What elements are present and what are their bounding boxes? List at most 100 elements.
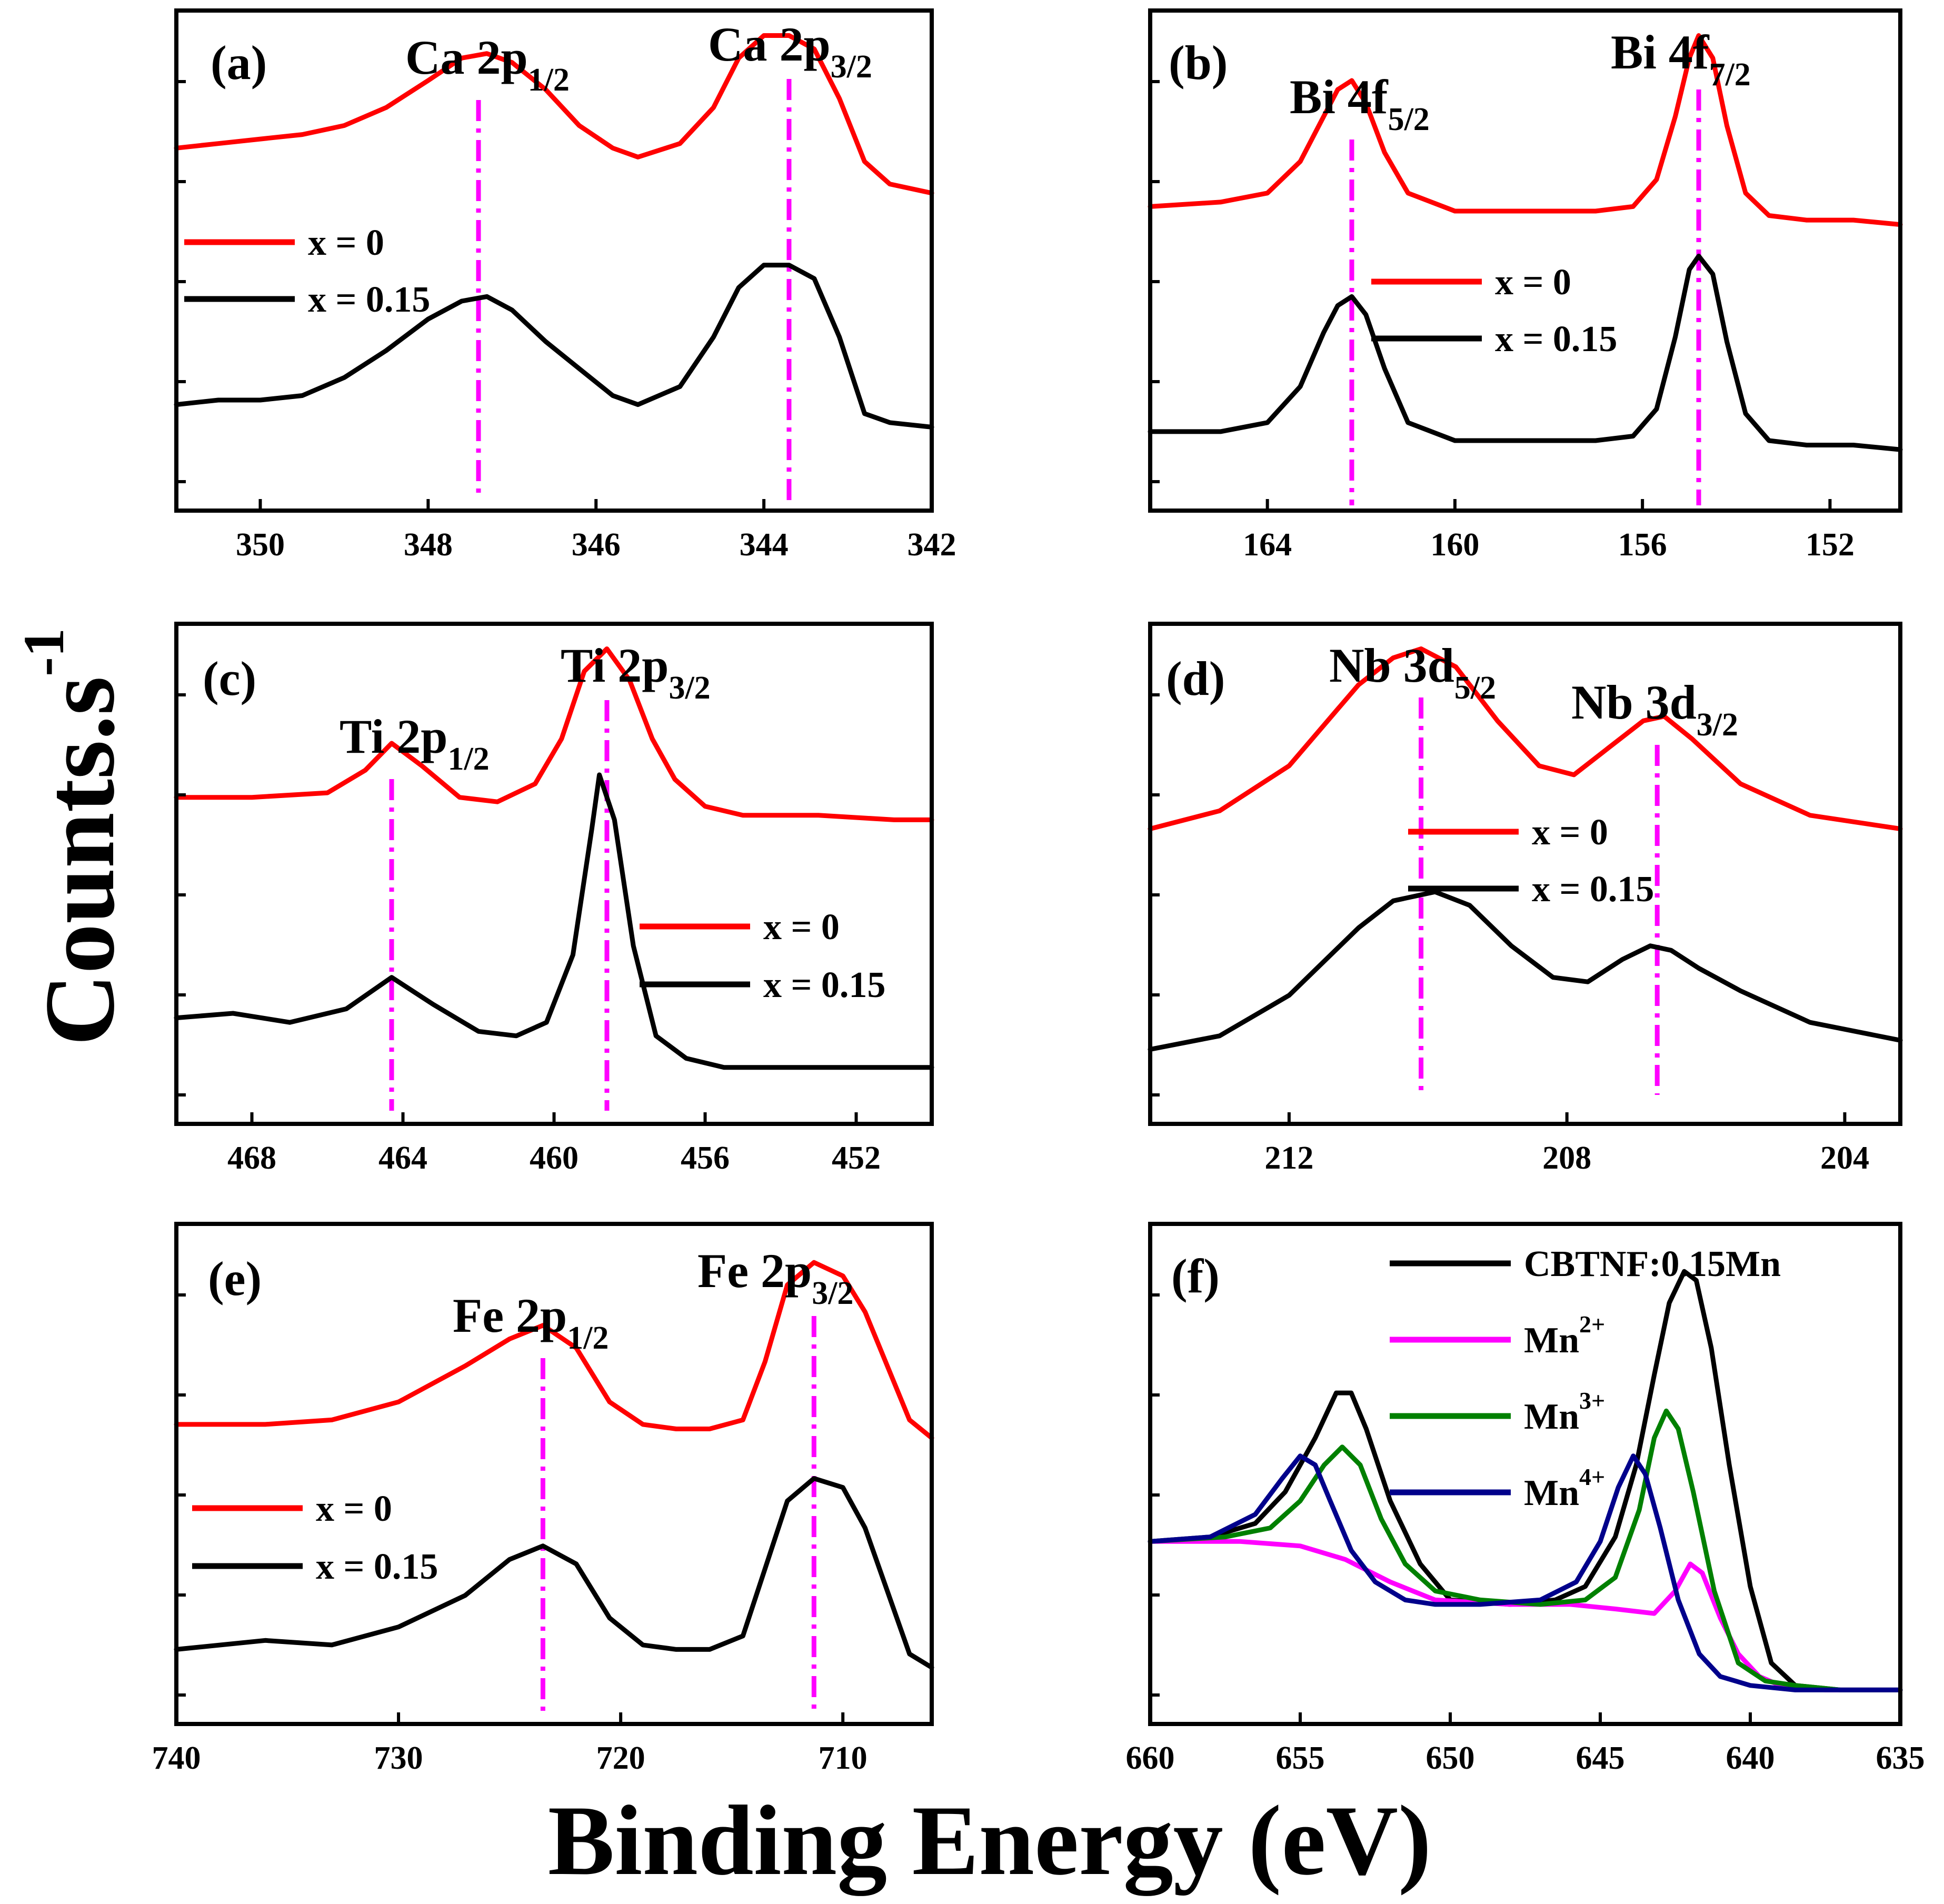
- x-tick-label-d-2: 204: [1820, 1140, 1869, 1176]
- legend-label-e-1: x = 0.15: [316, 1547, 438, 1587]
- x-tick-label-e-3: 710: [819, 1740, 868, 1776]
- trace-f-0: [1148, 1269, 1903, 1692]
- legend-label-text: x = 0: [763, 907, 840, 948]
- legend-label-f-2: Mn3+: [1524, 1387, 1605, 1437]
- x-tick-label-b-2: 156: [1618, 527, 1667, 563]
- x-tick-label-a-0: 350: [236, 527, 285, 563]
- legend-label-text: Mn: [1524, 1397, 1579, 1437]
- legend-label-text: Mn: [1524, 1473, 1579, 1513]
- x-tick-label-f-4: 640: [1726, 1740, 1775, 1776]
- legend-label-text: Mn: [1524, 1320, 1579, 1361]
- legend-label-superscript: 2+: [1579, 1311, 1605, 1338]
- plot-frame-e: [174, 1222, 934, 1726]
- peak-label-base: Ca 2p: [405, 31, 528, 84]
- panel-c: 468 464 460 456 452(c)Ti 2p1/2Ti 2p3/2x = 0x…: [174, 622, 934, 1176]
- trace-f-2: [1148, 1408, 1903, 1692]
- x-tick-label-f-0: 660: [1126, 1740, 1175, 1776]
- legend-label-text: x = 0.15: [308, 280, 430, 320]
- trace-c-1: [174, 772, 934, 1070]
- x-tick-label-a-1: 348: [404, 527, 453, 563]
- legend-label-superscript: 3+: [1579, 1387, 1605, 1414]
- peak-label-d-0: Nb 3d5/2: [1329, 639, 1496, 706]
- legend-label-text: CBTNF:0.15Mn: [1524, 1244, 1781, 1284]
- peak-label-subscript: 7/2: [1709, 57, 1751, 93]
- x-tick-label-f-1: 655: [1276, 1740, 1325, 1776]
- legend-label-text: x = 0.15: [1495, 319, 1617, 360]
- legend-label-text: x = 0: [316, 1489, 392, 1529]
- legend-label-c-1: x = 0.15: [763, 965, 885, 1005]
- legend-label-b-1: x = 0.15: [1495, 319, 1617, 360]
- panel-label-b: (b): [1169, 36, 1228, 89]
- peak-label-base: Nb 3d: [1571, 675, 1697, 729]
- peak-label-subscript: 3/2: [812, 1275, 853, 1311]
- x-tick-label-c-0: 468: [227, 1140, 276, 1176]
- peak-label-subscript: 1/2: [447, 741, 489, 777]
- legend-label-e-0: x = 0: [316, 1489, 392, 1529]
- x-tick-label-b-0: 164: [1243, 527, 1292, 563]
- legend-label-a-1: x = 0.15: [308, 280, 430, 320]
- peak-label-subscript: 3/2: [669, 670, 710, 706]
- x-tick-label-c-2: 460: [530, 1140, 579, 1176]
- legend-label-f-0: CBTNF:0.15Mn: [1524, 1244, 1781, 1284]
- plot-frame-a: [174, 8, 934, 513]
- peak-label-c-1: Ti 2p3/2: [561, 639, 711, 706]
- trace-f-1: [1148, 1539, 1903, 1692]
- panel-label-c: (c): [203, 652, 256, 705]
- plot-frame-b: [1148, 8, 1902, 513]
- x-tick-label-c-3: 456: [681, 1140, 730, 1176]
- peak-label-base: Bi 4f: [1611, 25, 1710, 79]
- legend-label-d-1: x = 0.15: [1532, 869, 1654, 910]
- x-tick-label-b-1: 160: [1430, 527, 1479, 563]
- y-axis-title-text: Counts.s: [25, 676, 135, 1046]
- trace-c-0: [174, 646, 934, 822]
- peak-label-subscript: 5/2: [1388, 102, 1430, 137]
- panel-a: 350 348 346 344 342(a) Ca 2p1/2Ca 2p3/2x = 0x…: [174, 8, 956, 563]
- peak-label-subscript: 1/2: [567, 1320, 609, 1356]
- peak-label-subscript: 1/2: [528, 62, 570, 98]
- trace-f-3: [1148, 1453, 1903, 1692]
- x-tick-label-a-3: 344: [740, 527, 789, 563]
- peak-label-subscript: 5/2: [1454, 670, 1496, 706]
- legend-label-text: x = 0: [1532, 812, 1608, 853]
- peak-label-subscript: 3/2: [831, 49, 872, 85]
- panel-label-a: (a): [211, 36, 267, 89]
- trace-d-0: [1148, 646, 1903, 831]
- legend-label-c-0: x = 0: [763, 907, 840, 948]
- x-tick-label-f-3: 645: [1576, 1740, 1625, 1776]
- x-tick-label-d-0: 212: [1264, 1140, 1313, 1176]
- x-tick-label-a-4: 342: [908, 527, 956, 563]
- peak-label-base: Ti 2p: [561, 639, 669, 692]
- x-tick-label-a-2: 346: [572, 527, 621, 563]
- legend-label-d-0: x = 0: [1532, 812, 1608, 853]
- peak-label-e-0: Fe 2p1/2: [453, 1289, 609, 1356]
- x-tick-label-b-3: 152: [1806, 527, 1855, 563]
- legend-label-text: x = 0.15: [1532, 869, 1654, 910]
- trace-a-0: [174, 33, 934, 196]
- y-axis-title-superscript: -1: [12, 628, 76, 676]
- plot-frame-d: [1148, 622, 1902, 1126]
- panel-label-f: (f): [1171, 1249, 1220, 1303]
- peak-label-base: Nb 3d: [1329, 639, 1454, 692]
- peak-label-b-1: Bi 4f7/2: [1611, 25, 1751, 93]
- legend-label-f-3: Mn4+: [1524, 1463, 1605, 1513]
- panel-label-e: (e): [208, 1252, 262, 1305]
- trace-b-0: [1148, 33, 1903, 227]
- peak-label-subscript: 3/2: [1697, 707, 1738, 743]
- peak-label-c-0: Ti 2p1/2: [340, 710, 490, 777]
- peak-label-base: Fe 2p: [697, 1244, 812, 1298]
- trace-b-1: [1148, 253, 1903, 452]
- x-tick-label-c-1: 464: [378, 1140, 427, 1176]
- panel-e: 740 730 720 710(e)Fe 2p1/2Fe 2p3/2x = 0x = …: [152, 1222, 934, 1776]
- peak-label-a-0: Ca 2p1/2: [405, 31, 570, 98]
- peak-label-base: Ti 2p: [340, 710, 447, 763]
- trace-e-0: [174, 1260, 934, 1441]
- peak-label-base: Fe 2p: [453, 1289, 567, 1342]
- peak-label-d-1: Nb 3d3/2: [1571, 675, 1738, 743]
- x-tick-label-f-5: 635: [1876, 1740, 1925, 1776]
- legend-label-text: x = 0.15: [316, 1547, 438, 1587]
- legend-label-f-1: Mn2+: [1524, 1311, 1605, 1361]
- peak-label-a-1: Ca 2p3/2: [708, 17, 872, 85]
- peak-label-base: Ca 2p: [708, 17, 831, 71]
- panel-b: 164 160 156 152(b)Bi 4f5/2Bi 4f7/2x = 0x = …: [1148, 8, 1903, 563]
- legend-label-text: x = 0: [308, 223, 384, 263]
